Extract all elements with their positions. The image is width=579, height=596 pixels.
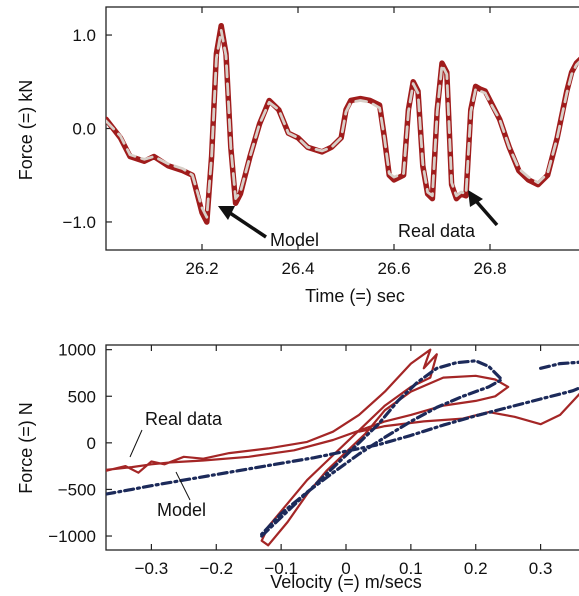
top-model-arrow-line bbox=[229, 211, 267, 239]
top-y-tick-label: −1.0 bbox=[62, 213, 96, 232]
bottom-ticks: −0.3 −0.2 −0.1 0 0.1 0.2 0.3 1000 500 0 −500 −1000 bbox=[48, 341, 552, 578]
top-chart: 26.2 26.4 26.6 26.8−1.00.01.0 Force (=) kN … bbox=[16, 6, 579, 306]
top-x-tick-label: 26.6 bbox=[377, 259, 410, 278]
bottom-x-tick-label: −0.2 bbox=[199, 559, 233, 578]
bottom-y-tick-label: −500 bbox=[58, 480, 96, 499]
bottom-y-axis-label: Force (=) N bbox=[16, 402, 36, 494]
top-x-tick-label: 26.8 bbox=[473, 259, 506, 278]
bottom-x-axis-label: Velocity (=) m/secs bbox=[270, 572, 422, 592]
top-model-label: Model bbox=[270, 230, 319, 250]
top-ticks: 26.2 26.4 26.6 26.8 −1.0 0.0 1.0 bbox=[62, 7, 507, 278]
bottom-y-tick-label: 500 bbox=[68, 387, 96, 406]
top-series-model bbox=[106, 28, 579, 219]
top-real-data-arrow-line bbox=[474, 199, 499, 227]
bottom-series bbox=[106, 348, 579, 547]
top-model-arrowhead bbox=[218, 206, 235, 220]
bottom-x-tick-label: 0.3 bbox=[529, 559, 553, 578]
bottom-real-data-pointer bbox=[129, 429, 143, 458]
top-model-annotation: Model bbox=[218, 206, 319, 250]
bottom-x-tick-label: −0.3 bbox=[135, 559, 169, 578]
top-y-tick-label: 0.0 bbox=[72, 120, 96, 139]
bottom-x-tick-label: −0.1 bbox=[264, 559, 298, 578]
top-y-tick-label: 1.0 bbox=[72, 26, 96, 45]
top-real-data-annotation: Real data bbox=[398, 190, 499, 241]
bottom-series-model-right bbox=[538, 360, 579, 370]
top-x-tick-label: 26.4 bbox=[281, 259, 314, 278]
bottom-y-tick-label: 1000 bbox=[58, 341, 96, 360]
bottom-y-tick-label: 0 bbox=[87, 434, 96, 453]
bottom-x-tick-label: 0 bbox=[341, 559, 350, 578]
bottom-real-data-annotation: Real data bbox=[129, 409, 223, 458]
bottom-model-pointer bbox=[175, 471, 191, 501]
bottom-model-label: Model bbox=[157, 500, 206, 520]
top-x-axis-label: Time (=) sec bbox=[305, 286, 405, 306]
bottom-y-tick-label: −1000 bbox=[48, 527, 96, 546]
bottom-real-data-label: Real data bbox=[145, 409, 223, 429]
bottom-series-model-loop bbox=[260, 359, 504, 538]
top-x-tick-label: 26.2 bbox=[185, 259, 218, 278]
top-real-data-label: Real data bbox=[398, 221, 476, 241]
bottom-chart: −0.3 −0.2 −0.1 0 0.1 0.2 0.310005000−500−1000 … bbox=[16, 341, 579, 592]
top-series bbox=[106, 22, 579, 225]
bottom-model-annotation: Model bbox=[157, 471, 206, 520]
top-real-data-arrowhead bbox=[468, 190, 483, 207]
bottom-x-tick-label: 0.1 bbox=[399, 559, 423, 578]
top-y-axis-label: Force (=) kN bbox=[16, 80, 36, 181]
bottom-x-tick-label: 0.2 bbox=[464, 559, 488, 578]
bottom-series-model bbox=[106, 386, 579, 496]
